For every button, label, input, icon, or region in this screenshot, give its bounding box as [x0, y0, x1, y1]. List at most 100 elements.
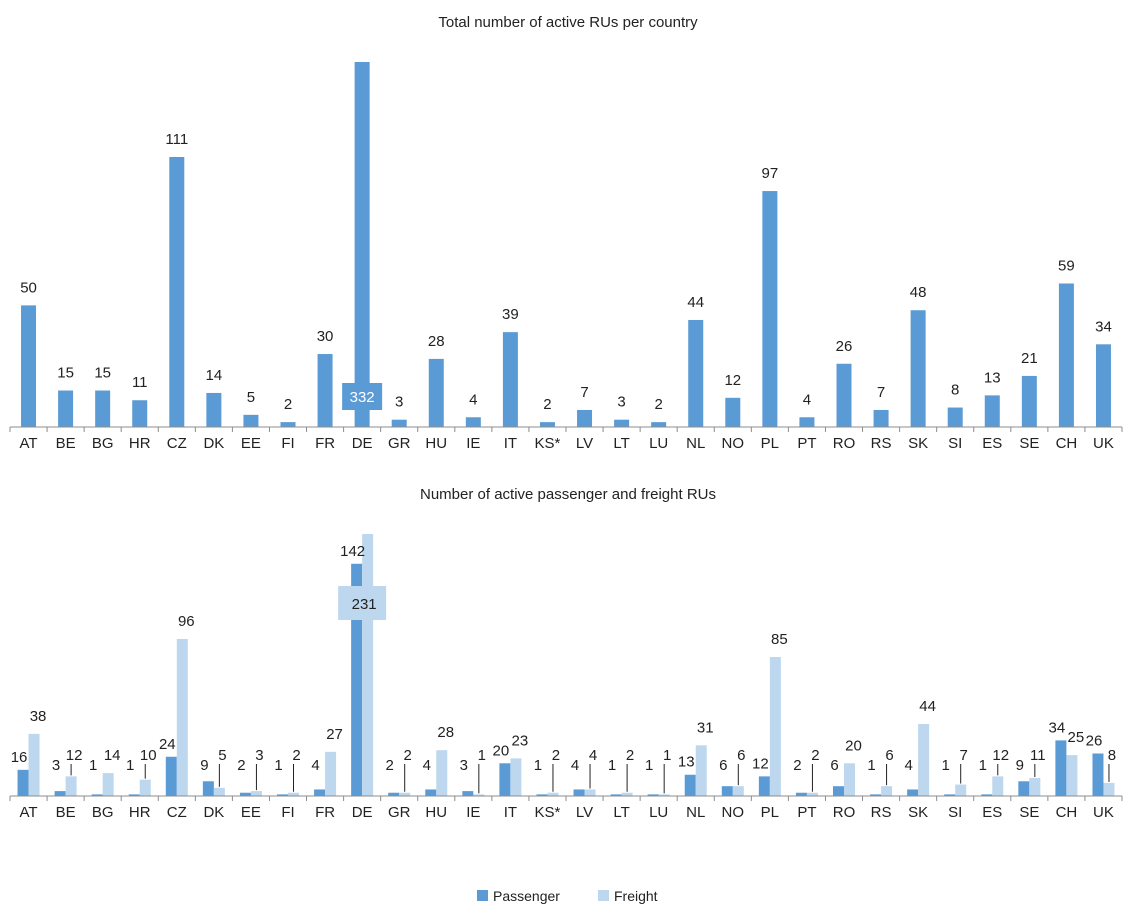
- bar-passenger: [202, 781, 214, 796]
- data-label-passenger: 24: [159, 736, 176, 753]
- bar-total: [984, 395, 1000, 427]
- data-label-freight: 44: [919, 698, 936, 715]
- bar-freight: [1103, 782, 1115, 796]
- bar-passenger: [1055, 740, 1067, 796]
- bar-total: [577, 409, 593, 427]
- chart1-x-tick-label: LV: [576, 435, 593, 452]
- bar-freight: [695, 745, 707, 796]
- data-label-freight: 11: [1030, 747, 1046, 764]
- bar-freight: [65, 776, 77, 796]
- data-label-passenger: 1: [645, 757, 653, 774]
- data-label: 50: [20, 279, 37, 296]
- bar-freight: [473, 794, 485, 796]
- bar-total: [391, 419, 407, 427]
- bar-freight: [918, 724, 930, 796]
- bar-total: [539, 422, 555, 427]
- data-label-freight: 5: [218, 747, 226, 764]
- chart2-x-tick-label: LT: [613, 804, 629, 821]
- chart1-x-tick-label: CZ: [167, 435, 187, 452]
- chart1-x-tick-label: FI: [281, 435, 294, 452]
- data-label: 44: [687, 294, 704, 311]
- chart2-x-tick-label: RO: [833, 804, 856, 821]
- data-label-passenger: 4: [904, 757, 912, 774]
- data-label-freight: 3: [255, 747, 263, 764]
- data-label-freight: 7: [960, 747, 968, 764]
- legend: Passenger Freight: [477, 888, 658, 904]
- bar-total: [132, 400, 148, 427]
- legend-label-passenger: Passenger: [493, 888, 560, 904]
- data-label: 48: [910, 284, 927, 301]
- data-label-passenger: 142: [340, 543, 365, 560]
- data-label-passenger: 1: [89, 757, 97, 774]
- chart2-x-tick-label: FI: [281, 804, 294, 821]
- bar-passenger: [721, 786, 733, 796]
- data-label: 332: [350, 389, 375, 406]
- data-label-passenger: 4: [423, 757, 431, 774]
- chart2-x-tick-label: DK: [203, 804, 224, 821]
- bar-freight: [176, 639, 188, 796]
- data-label-freight: 25: [1068, 729, 1085, 746]
- chart2-x-tick-label: BG: [92, 804, 114, 821]
- bar-freight: [139, 779, 151, 796]
- bar-total: [21, 305, 37, 427]
- bar-total: [799, 417, 815, 427]
- chart1-x-tick-label: NL: [686, 435, 705, 452]
- data-label-freight: 27: [326, 726, 343, 743]
- data-label-freight: 6: [885, 747, 893, 764]
- data-label: 5: [247, 389, 255, 406]
- bar-total: [910, 310, 926, 427]
- chart2-x-tick-label: BE: [56, 804, 76, 821]
- bar-passenger: [388, 792, 400, 796]
- bar-passenger: [17, 769, 29, 796]
- chart1-x-tick-label: NO: [722, 435, 745, 452]
- bar-passenger: [277, 794, 288, 796]
- data-label-passenger: 6: [830, 757, 838, 774]
- chart2-x-tick-label: CZ: [167, 804, 187, 821]
- bar-total: [688, 319, 704, 427]
- data-label-freight: 2: [811, 747, 819, 764]
- chart1-x-tick-label: DE: [352, 435, 373, 452]
- data-label-freight: 8: [1108, 747, 1116, 764]
- data-label-passenger: 6: [719, 757, 727, 774]
- legend-label-freight: Freight: [614, 888, 658, 904]
- data-label: 2: [543, 396, 551, 413]
- bar-total: [873, 409, 889, 427]
- bar-passenger: [610, 794, 622, 796]
- bar-passenger: [499, 763, 511, 796]
- data-label: 3: [395, 394, 403, 411]
- data-label-passenger: 2: [237, 757, 245, 774]
- chart2-x-tick-label: IT: [504, 804, 517, 821]
- chart1-x-tick-label: IT: [504, 435, 517, 452]
- chart1-x-tick-label: FR: [315, 435, 335, 452]
- bar-freight: [1029, 778, 1041, 796]
- data-label-passenger: 34: [1049, 719, 1066, 736]
- chart2-x-tick-label: FR: [315, 804, 335, 821]
- chart1-x-tick-label: BG: [92, 435, 114, 452]
- chart2-x-tick-label: SK: [908, 804, 928, 821]
- chart1-x-tick-label: UK: [1093, 435, 1114, 452]
- data-label-passenger: 9: [1016, 757, 1024, 774]
- data-label-freight: 20: [845, 737, 862, 754]
- data-label: 30: [317, 328, 334, 345]
- bar-freight: [362, 534, 374, 796]
- data-label: 2: [654, 396, 662, 413]
- chart2-x-tick-label: KS*: [535, 804, 561, 821]
- data-label: 2: [284, 396, 292, 413]
- data-label-freight: 2: [626, 747, 634, 764]
- data-label-passenger: 2: [793, 757, 801, 774]
- bar-passenger: [944, 794, 956, 796]
- chart1-x-tick-label: SI: [948, 435, 962, 452]
- chart1-x-tick-label: HR: [129, 435, 151, 452]
- bar-freight: [806, 792, 818, 796]
- chart1-x-tick-label: BE: [56, 435, 76, 452]
- bar-passenger: [573, 789, 585, 796]
- bar-freight: [1066, 755, 1078, 796]
- data-label: 11: [132, 374, 148, 391]
- data-label-freight: 12: [992, 747, 1009, 764]
- data-label-freight: 38: [30, 708, 47, 725]
- bar-freight: [732, 786, 744, 796]
- bar-total: [206, 392, 222, 427]
- chart1-x-tick-label: KS*: [535, 435, 561, 452]
